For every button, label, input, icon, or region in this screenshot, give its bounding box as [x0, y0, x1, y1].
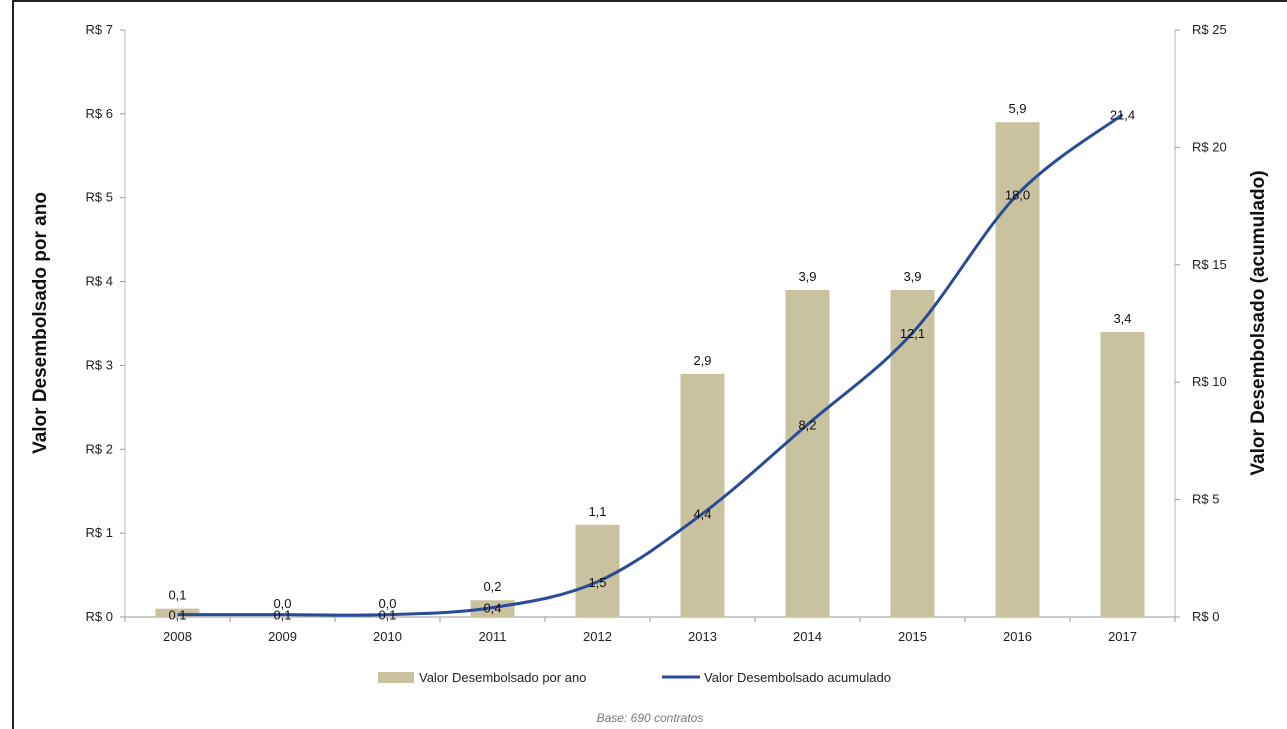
- x-tick-label: 2015: [898, 629, 927, 644]
- bar-data-labels: 0,1 0,0 0,0 0,2 1,1 2,9 3,9 3,9 5,9 3,4: [168, 101, 1131, 611]
- right-tick-label: R$ 5: [1192, 492, 1219, 507]
- right-tick-label: R$ 10: [1192, 374, 1227, 389]
- x-axis-ticks: 2008 2009 2010 2011 2012 2013 2014 2015 2016 2017: [124, 617, 1176, 644]
- line-value-label: 0,4: [483, 601, 501, 616]
- line-value-label: 4,4: [693, 507, 711, 522]
- left-tick-label: R$ 3: [86, 357, 113, 372]
- bar: [785, 289, 830, 617]
- left-tick-label: R$ 1: [86, 525, 113, 540]
- x-tick-label: 2014: [793, 629, 822, 644]
- legend: Valor Desembolsado por ano Valor Desembo…: [378, 670, 891, 685]
- line-value-label: 0,1: [168, 608, 186, 623]
- x-tick-label: 2012: [583, 629, 612, 644]
- left-tick-label: R$ 6: [86, 106, 113, 121]
- line-data-labels: 0,1 0,1 0,1 0,4 1,5 4,4 8,2 12,1 18,0 21,4: [168, 108, 1135, 623]
- bar-value-label: 0,2: [483, 579, 501, 594]
- footnote: Base: 690 contratos: [597, 711, 704, 725]
- line-value-label: 8,2: [798, 417, 816, 432]
- legend-bar-label: Valor Desembolsado por ano: [419, 670, 586, 685]
- bar: [995, 122, 1040, 617]
- cumulative-line: [177, 113, 1124, 617]
- right-tick-label: R$ 15: [1192, 257, 1227, 272]
- legend-line-label: Valor Desembolsado acumulado: [704, 670, 891, 685]
- right-axis-ticks: R$ 0 R$ 5 R$ 10 R$ 15 R$ 20 R$ 25: [1175, 22, 1227, 624]
- right-axis-title: Valor Desembolsado (acumulado): [1248, 170, 1269, 475]
- left-tick-label: R$ 2: [86, 441, 113, 456]
- x-tick-label: 2011: [479, 629, 507, 644]
- left-tick-label: R$ 7: [86, 22, 113, 37]
- left-tick-label: R$ 5: [86, 190, 113, 205]
- line-value-label: 0,1: [378, 608, 396, 623]
- bar: [575, 524, 620, 617]
- bar-value-label: 0,1: [168, 588, 186, 603]
- bar-value-label: 3,9: [903, 269, 921, 284]
- left-tick-label: R$ 0: [86, 609, 113, 624]
- bar: [155, 608, 200, 617]
- line-value-label: 18,0: [1005, 187, 1030, 202]
- left-tick-label: R$ 4: [86, 274, 113, 289]
- frame-border-top: [12, 0, 1287, 2]
- left-axis-title: Valor Desembolsado por ano: [30, 192, 51, 454]
- bar-value-label: 3,9: [798, 269, 816, 284]
- bar: [890, 289, 935, 617]
- x-tick-label: 2017: [1108, 629, 1137, 644]
- bar-value-label: 1,1: [588, 504, 606, 519]
- right-tick-label: R$ 25: [1192, 22, 1227, 37]
- bar-value-label: 2,9: [693, 353, 711, 368]
- line-value-label: 21,4: [1110, 108, 1135, 123]
- bar-value-label: 0,0: [378, 596, 396, 611]
- line-value-label: 0,1: [273, 608, 291, 623]
- x-tick-label: 2009: [268, 629, 297, 644]
- line-series: [177, 113, 1124, 617]
- right-tick-label: R$ 0: [1192, 609, 1219, 624]
- line-value-label: 12,1: [900, 326, 925, 341]
- x-tick-label: 2010: [373, 629, 402, 644]
- x-tick-label: 2013: [688, 629, 717, 644]
- bar-series: [155, 122, 1145, 617]
- bar-value-label: 0,0: [273, 596, 291, 611]
- bar-value-label: 5,9: [1008, 101, 1026, 116]
- x-tick-label: 2008: [163, 629, 192, 644]
- line-value-label: 1,5: [588, 575, 606, 590]
- x-tick-label: 2016: [1003, 629, 1032, 644]
- bar: [1100, 331, 1145, 617]
- legend-bar-swatch: [378, 672, 414, 683]
- bar-value-label: 3,4: [1113, 311, 1131, 326]
- frame-border-left: [12, 0, 14, 729]
- bar: [680, 373, 725, 617]
- left-axis-ticks: R$ 0 R$ 1 R$ 2 R$ 3 R$ 4 R$ 5 R$ 6 R$ 7: [86, 22, 125, 624]
- right-tick-label: R$ 20: [1192, 139, 1227, 154]
